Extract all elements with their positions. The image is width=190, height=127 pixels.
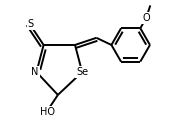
Text: O: O xyxy=(142,13,150,23)
Text: S: S xyxy=(28,19,34,29)
Text: Se: Se xyxy=(76,67,88,77)
Text: N: N xyxy=(31,67,39,77)
Text: HO: HO xyxy=(40,107,55,117)
